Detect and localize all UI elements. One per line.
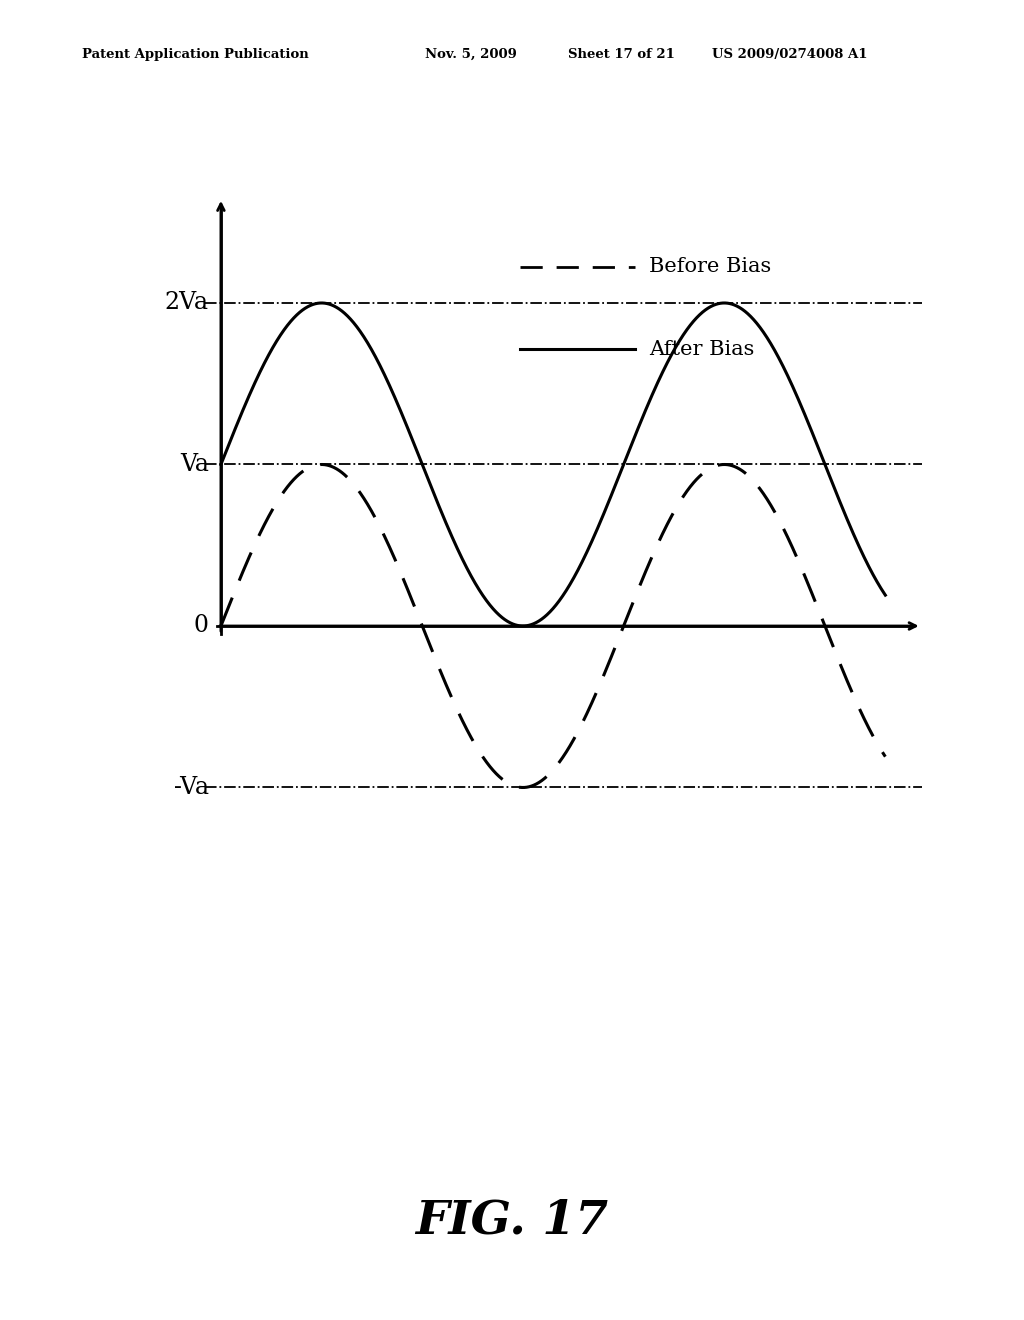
Text: Va: Va xyxy=(180,453,209,477)
Text: Patent Application Publication: Patent Application Publication xyxy=(82,48,308,61)
Text: After Bias: After Bias xyxy=(649,339,755,359)
Text: Sheet 17 of 21: Sheet 17 of 21 xyxy=(568,48,675,61)
Text: 0: 0 xyxy=(194,615,209,638)
Text: US 2009/0274008 A1: US 2009/0274008 A1 xyxy=(712,48,867,61)
Text: Before Bias: Before Bias xyxy=(649,257,771,276)
Text: -Va: -Va xyxy=(174,776,209,799)
Text: FIG. 17: FIG. 17 xyxy=(416,1199,608,1243)
Text: Nov. 5, 2009: Nov. 5, 2009 xyxy=(425,48,517,61)
Text: 2Va: 2Va xyxy=(165,292,209,314)
